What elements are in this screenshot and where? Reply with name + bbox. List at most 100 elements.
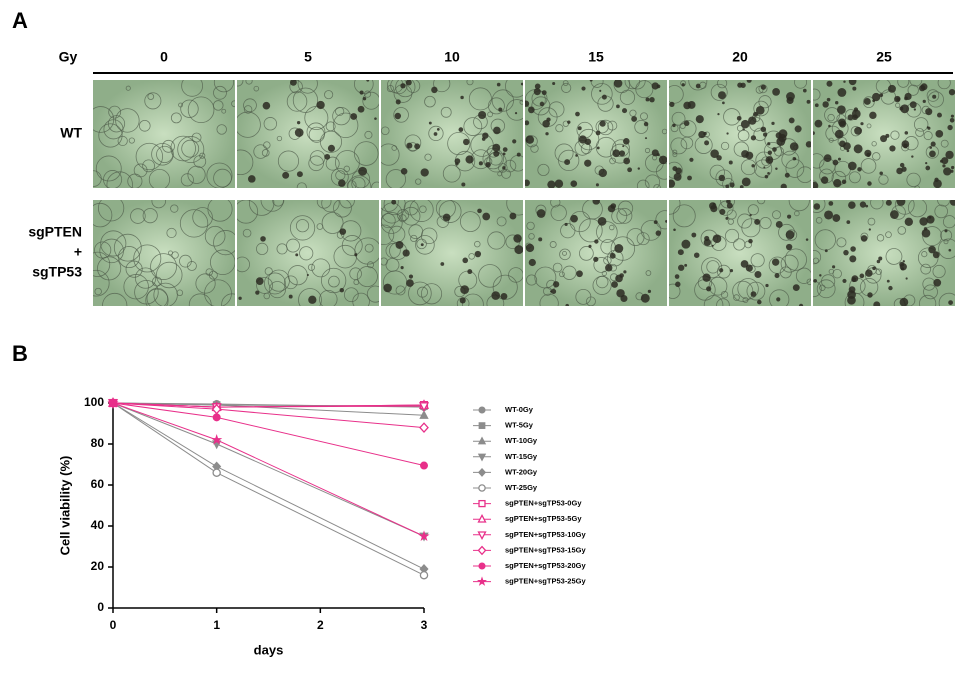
organoid — [876, 234, 885, 242]
dead-organoid — [595, 183, 599, 187]
organoid — [142, 159, 155, 173]
dead-organoid — [888, 84, 896, 93]
dead-organoid — [577, 126, 582, 131]
organoid — [940, 139, 949, 148]
organoid — [395, 285, 406, 296]
dead-organoid — [872, 92, 881, 102]
dead-organoid — [948, 248, 952, 252]
micrograph — [525, 200, 667, 306]
organoid — [296, 182, 307, 188]
dead-organoid — [765, 283, 769, 288]
dose-tick-label: 5 — [304, 49, 312, 65]
dead-organoid — [513, 234, 522, 243]
dead-organoid — [460, 285, 470, 294]
organoid — [932, 264, 946, 279]
organoid — [195, 273, 216, 294]
organoid — [206, 162, 233, 188]
dead-organoid — [802, 88, 807, 93]
dead-organoid — [570, 180, 578, 188]
dead-organoid — [460, 95, 464, 100]
x-axis-title: days — [254, 642, 284, 657]
organoid — [191, 132, 202, 143]
dead-organoid — [828, 201, 834, 206]
organoid — [824, 107, 840, 123]
legend-label: WT-25Gy — [505, 483, 538, 492]
dead-organoid — [631, 116, 637, 122]
dead-organoid — [526, 139, 529, 142]
dead-organoid — [787, 214, 792, 219]
organoid — [655, 210, 667, 230]
organoid — [611, 208, 628, 225]
dead-organoid — [850, 246, 856, 252]
organoid — [867, 217, 876, 226]
organoid — [424, 95, 436, 108]
dose-label: Gy — [59, 49, 78, 65]
dead-organoid — [545, 132, 549, 136]
dead-organoid — [886, 279, 890, 283]
organoid — [335, 106, 345, 117]
dose-tick-label: 15 — [588, 49, 604, 65]
dead-organoid — [520, 82, 523, 86]
dead-organoid — [851, 275, 859, 282]
dead-organoid — [843, 80, 846, 83]
dead-organoid — [528, 106, 535, 114]
organoid — [261, 149, 270, 157]
dead-organoid — [754, 271, 762, 279]
organoid — [796, 166, 811, 184]
dead-organoid — [588, 244, 592, 248]
row-label: sgPTEN — [28, 224, 82, 240]
organoid — [549, 241, 557, 248]
dead-organoid — [400, 83, 406, 89]
organoid — [537, 163, 550, 177]
dead-organoid — [575, 111, 580, 117]
dead-organoid — [776, 137, 786, 146]
organoid — [937, 80, 951, 90]
organoid — [243, 98, 257, 113]
dead-organoid — [645, 97, 650, 102]
dead-organoid — [551, 289, 557, 294]
dead-organoid — [899, 297, 909, 306]
organoid — [213, 80, 234, 93]
organoid — [603, 256, 612, 265]
organoid — [328, 275, 340, 288]
dead-organoid — [673, 172, 682, 181]
organoid — [806, 278, 811, 286]
dead-organoid — [618, 150, 626, 157]
organoid — [595, 136, 617, 158]
organoid — [610, 236, 636, 261]
organoid — [343, 287, 359, 303]
organoid — [897, 226, 907, 235]
dead-organoid — [570, 214, 578, 223]
micrograph — [669, 200, 811, 306]
organoid — [459, 211, 481, 232]
dead-organoid — [672, 123, 676, 128]
dead-organoid — [502, 166, 506, 170]
legend-label: WT-20Gy — [505, 467, 538, 476]
organoid — [508, 267, 523, 283]
organoid — [870, 200, 884, 210]
micrograph — [813, 80, 955, 188]
organoid — [616, 207, 633, 224]
marker — [477, 453, 487, 462]
organoid — [123, 274, 149, 300]
organoid — [391, 145, 398, 151]
dead-organoid — [819, 274, 822, 277]
tile-bg — [93, 80, 235, 188]
dead-organoid — [900, 104, 910, 114]
dead-organoid — [525, 179, 530, 187]
dead-organoid — [854, 126, 863, 135]
dead-organoid — [929, 146, 933, 149]
dead-organoid — [704, 140, 710, 146]
dead-organoid — [684, 263, 688, 267]
dead-organoid — [710, 149, 719, 158]
organoid — [213, 168, 232, 188]
organoid — [943, 239, 949, 245]
dose-tick-label: 10 — [444, 49, 460, 65]
dead-organoid — [420, 168, 429, 177]
dead-organoid — [926, 126, 929, 129]
dead-organoid — [843, 249, 849, 256]
dead-organoid — [933, 278, 942, 287]
dead-organoid — [911, 155, 914, 158]
dead-organoid — [394, 112, 402, 120]
dead-organoid — [406, 142, 413, 149]
